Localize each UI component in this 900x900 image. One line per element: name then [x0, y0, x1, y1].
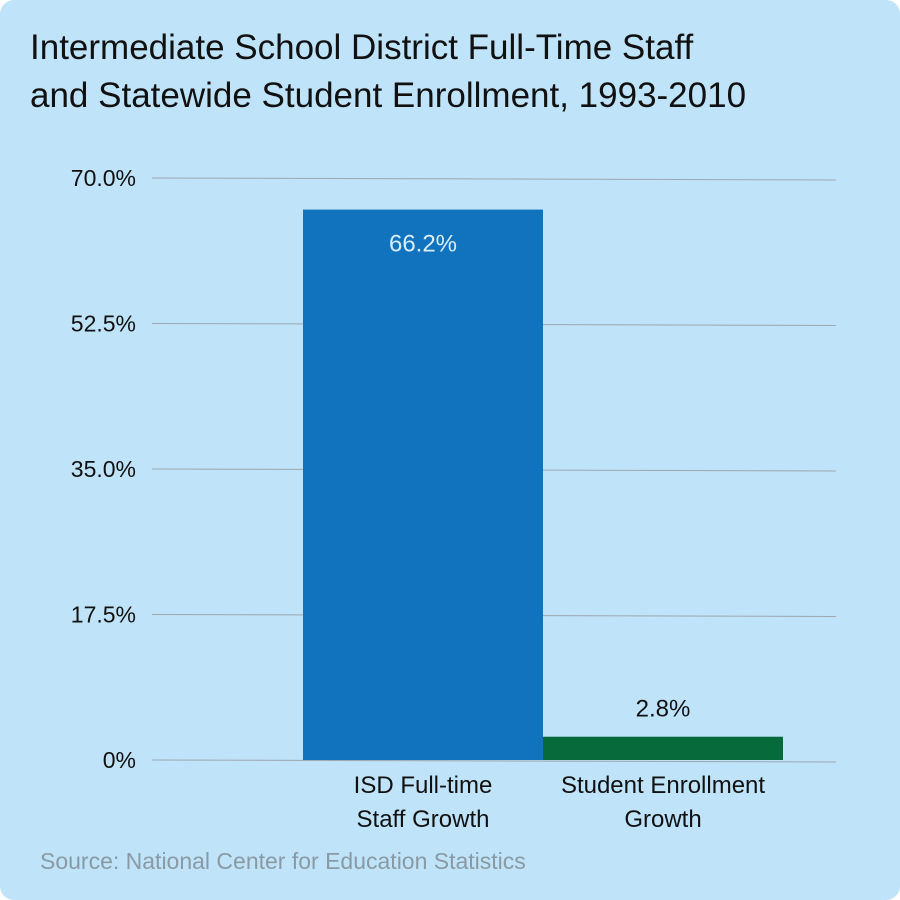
- data-label: 66.2%: [389, 231, 457, 258]
- chart-title-line-2: and Statewide Student Enrollment, 1993-2…: [30, 76, 747, 115]
- source-note: Source: National Center for Education St…: [40, 848, 526, 874]
- bar: [303, 209, 543, 760]
- x-tick-label: Staff Growth: [357, 806, 490, 833]
- bar: [543, 736, 783, 760]
- y-axis-tick-labels: 0% 17.5% 35.0% 52.5% 70.0%: [71, 165, 136, 773]
- gridline: [151, 177, 837, 181]
- y-tick-label: 17.5%: [71, 602, 136, 628]
- x-tick-label: ISD Full-time: [354, 772, 493, 799]
- x-tick-label: Growth: [624, 806, 701, 833]
- y-tick-label: 0%: [103, 747, 136, 773]
- chart-title-line-1: Intermediate School District Full-Time S…: [30, 28, 694, 67]
- data-labels: 66.2% 2.8%: [389, 231, 690, 723]
- y-tick-label: 70.0%: [71, 165, 136, 191]
- x-axis-category-labels: ISD Full-time Staff Growth Student Enrollm…: [354, 772, 766, 833]
- x-tick-label: Student Enrollment: [561, 772, 765, 799]
- y-tick-label: 52.5%: [71, 311, 136, 337]
- y-tick-label: 35.0%: [71, 456, 136, 482]
- gridline: [151, 759, 837, 763]
- chart-title: Intermediate School District Full-Time S…: [30, 24, 880, 120]
- data-label: 2.8%: [636, 696, 691, 723]
- bars: [303, 209, 783, 760]
